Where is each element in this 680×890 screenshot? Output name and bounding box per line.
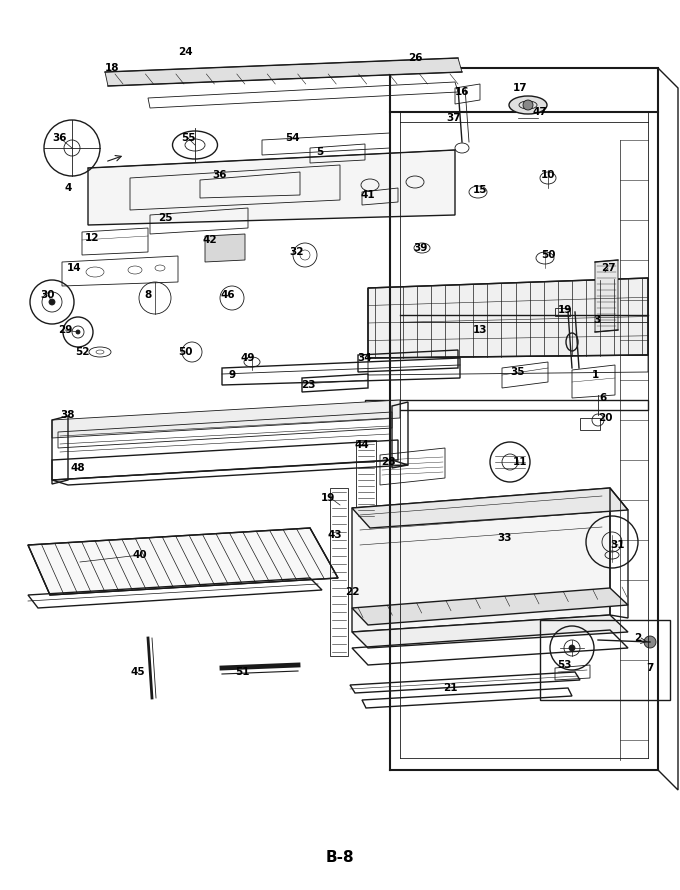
Text: 30: 30 — [41, 290, 55, 300]
Text: 38: 38 — [61, 410, 75, 420]
Text: 52: 52 — [75, 347, 89, 357]
Circle shape — [644, 636, 656, 648]
Text: 55: 55 — [181, 133, 195, 143]
Text: 6: 6 — [599, 393, 607, 403]
Text: 33: 33 — [498, 533, 512, 543]
Text: 14: 14 — [67, 263, 82, 273]
Text: B-8: B-8 — [326, 851, 354, 865]
Text: 54: 54 — [286, 133, 301, 143]
Text: 48: 48 — [71, 463, 85, 473]
Text: 9: 9 — [228, 370, 235, 380]
Ellipse shape — [509, 96, 547, 114]
Text: 11: 11 — [513, 457, 527, 467]
Bar — [555, 308, 570, 316]
Text: 2: 2 — [634, 633, 642, 643]
Text: 24: 24 — [177, 47, 192, 57]
Bar — [540, 620, 670, 700]
Text: 4: 4 — [65, 183, 71, 193]
Text: 45: 45 — [131, 667, 146, 677]
Text: 41: 41 — [360, 190, 375, 200]
Text: 21: 21 — [443, 683, 457, 693]
Text: 19: 19 — [558, 305, 572, 315]
Text: 53: 53 — [557, 660, 571, 670]
Text: 12: 12 — [85, 233, 99, 243]
Text: 20: 20 — [598, 413, 612, 423]
Text: 3: 3 — [594, 315, 600, 325]
Text: 10: 10 — [541, 170, 556, 180]
Text: 29: 29 — [58, 325, 72, 335]
Bar — [330, 488, 348, 656]
Text: 47: 47 — [532, 107, 547, 117]
Text: 51: 51 — [235, 667, 250, 677]
Text: 31: 31 — [611, 540, 625, 550]
Text: 1: 1 — [592, 370, 598, 380]
Text: 5: 5 — [316, 147, 324, 157]
Text: 15: 15 — [473, 185, 488, 195]
Circle shape — [76, 330, 80, 334]
Polygon shape — [52, 400, 400, 438]
Circle shape — [49, 299, 55, 305]
Text: 28: 28 — [381, 457, 395, 467]
Text: 22: 22 — [345, 587, 359, 597]
Text: 46: 46 — [221, 290, 235, 300]
Bar — [580, 418, 600, 430]
Text: 44: 44 — [355, 440, 369, 450]
Polygon shape — [105, 58, 462, 86]
Text: 40: 40 — [133, 550, 148, 560]
Text: 23: 23 — [301, 380, 316, 390]
Polygon shape — [368, 278, 648, 358]
Text: 36: 36 — [53, 133, 67, 143]
Text: 19: 19 — [321, 493, 335, 503]
Text: 37: 37 — [447, 113, 461, 123]
Text: 42: 42 — [203, 235, 218, 245]
Text: 26: 26 — [408, 53, 422, 63]
Text: 35: 35 — [511, 367, 525, 377]
Text: 50: 50 — [177, 347, 192, 357]
Circle shape — [569, 645, 575, 651]
Bar — [356, 440, 376, 525]
Text: 43: 43 — [328, 530, 342, 540]
Text: 36: 36 — [213, 170, 227, 180]
Text: 39: 39 — [413, 243, 427, 253]
Text: 25: 25 — [158, 213, 172, 223]
Polygon shape — [352, 488, 628, 528]
Text: 7: 7 — [646, 663, 653, 673]
Circle shape — [523, 100, 533, 110]
Polygon shape — [352, 488, 610, 632]
Text: 17: 17 — [513, 83, 527, 93]
Polygon shape — [352, 588, 628, 625]
Text: 32: 32 — [290, 247, 304, 257]
Polygon shape — [595, 260, 618, 332]
Polygon shape — [205, 234, 245, 262]
Text: 16: 16 — [455, 87, 469, 97]
Text: 18: 18 — [105, 63, 119, 73]
Text: 8: 8 — [144, 290, 152, 300]
Text: 49: 49 — [241, 353, 255, 363]
Polygon shape — [28, 528, 338, 595]
Text: 50: 50 — [541, 250, 556, 260]
Polygon shape — [88, 150, 455, 225]
Polygon shape — [352, 615, 628, 648]
Text: 13: 13 — [473, 325, 488, 335]
Text: 34: 34 — [358, 353, 373, 363]
Text: 27: 27 — [600, 263, 615, 273]
